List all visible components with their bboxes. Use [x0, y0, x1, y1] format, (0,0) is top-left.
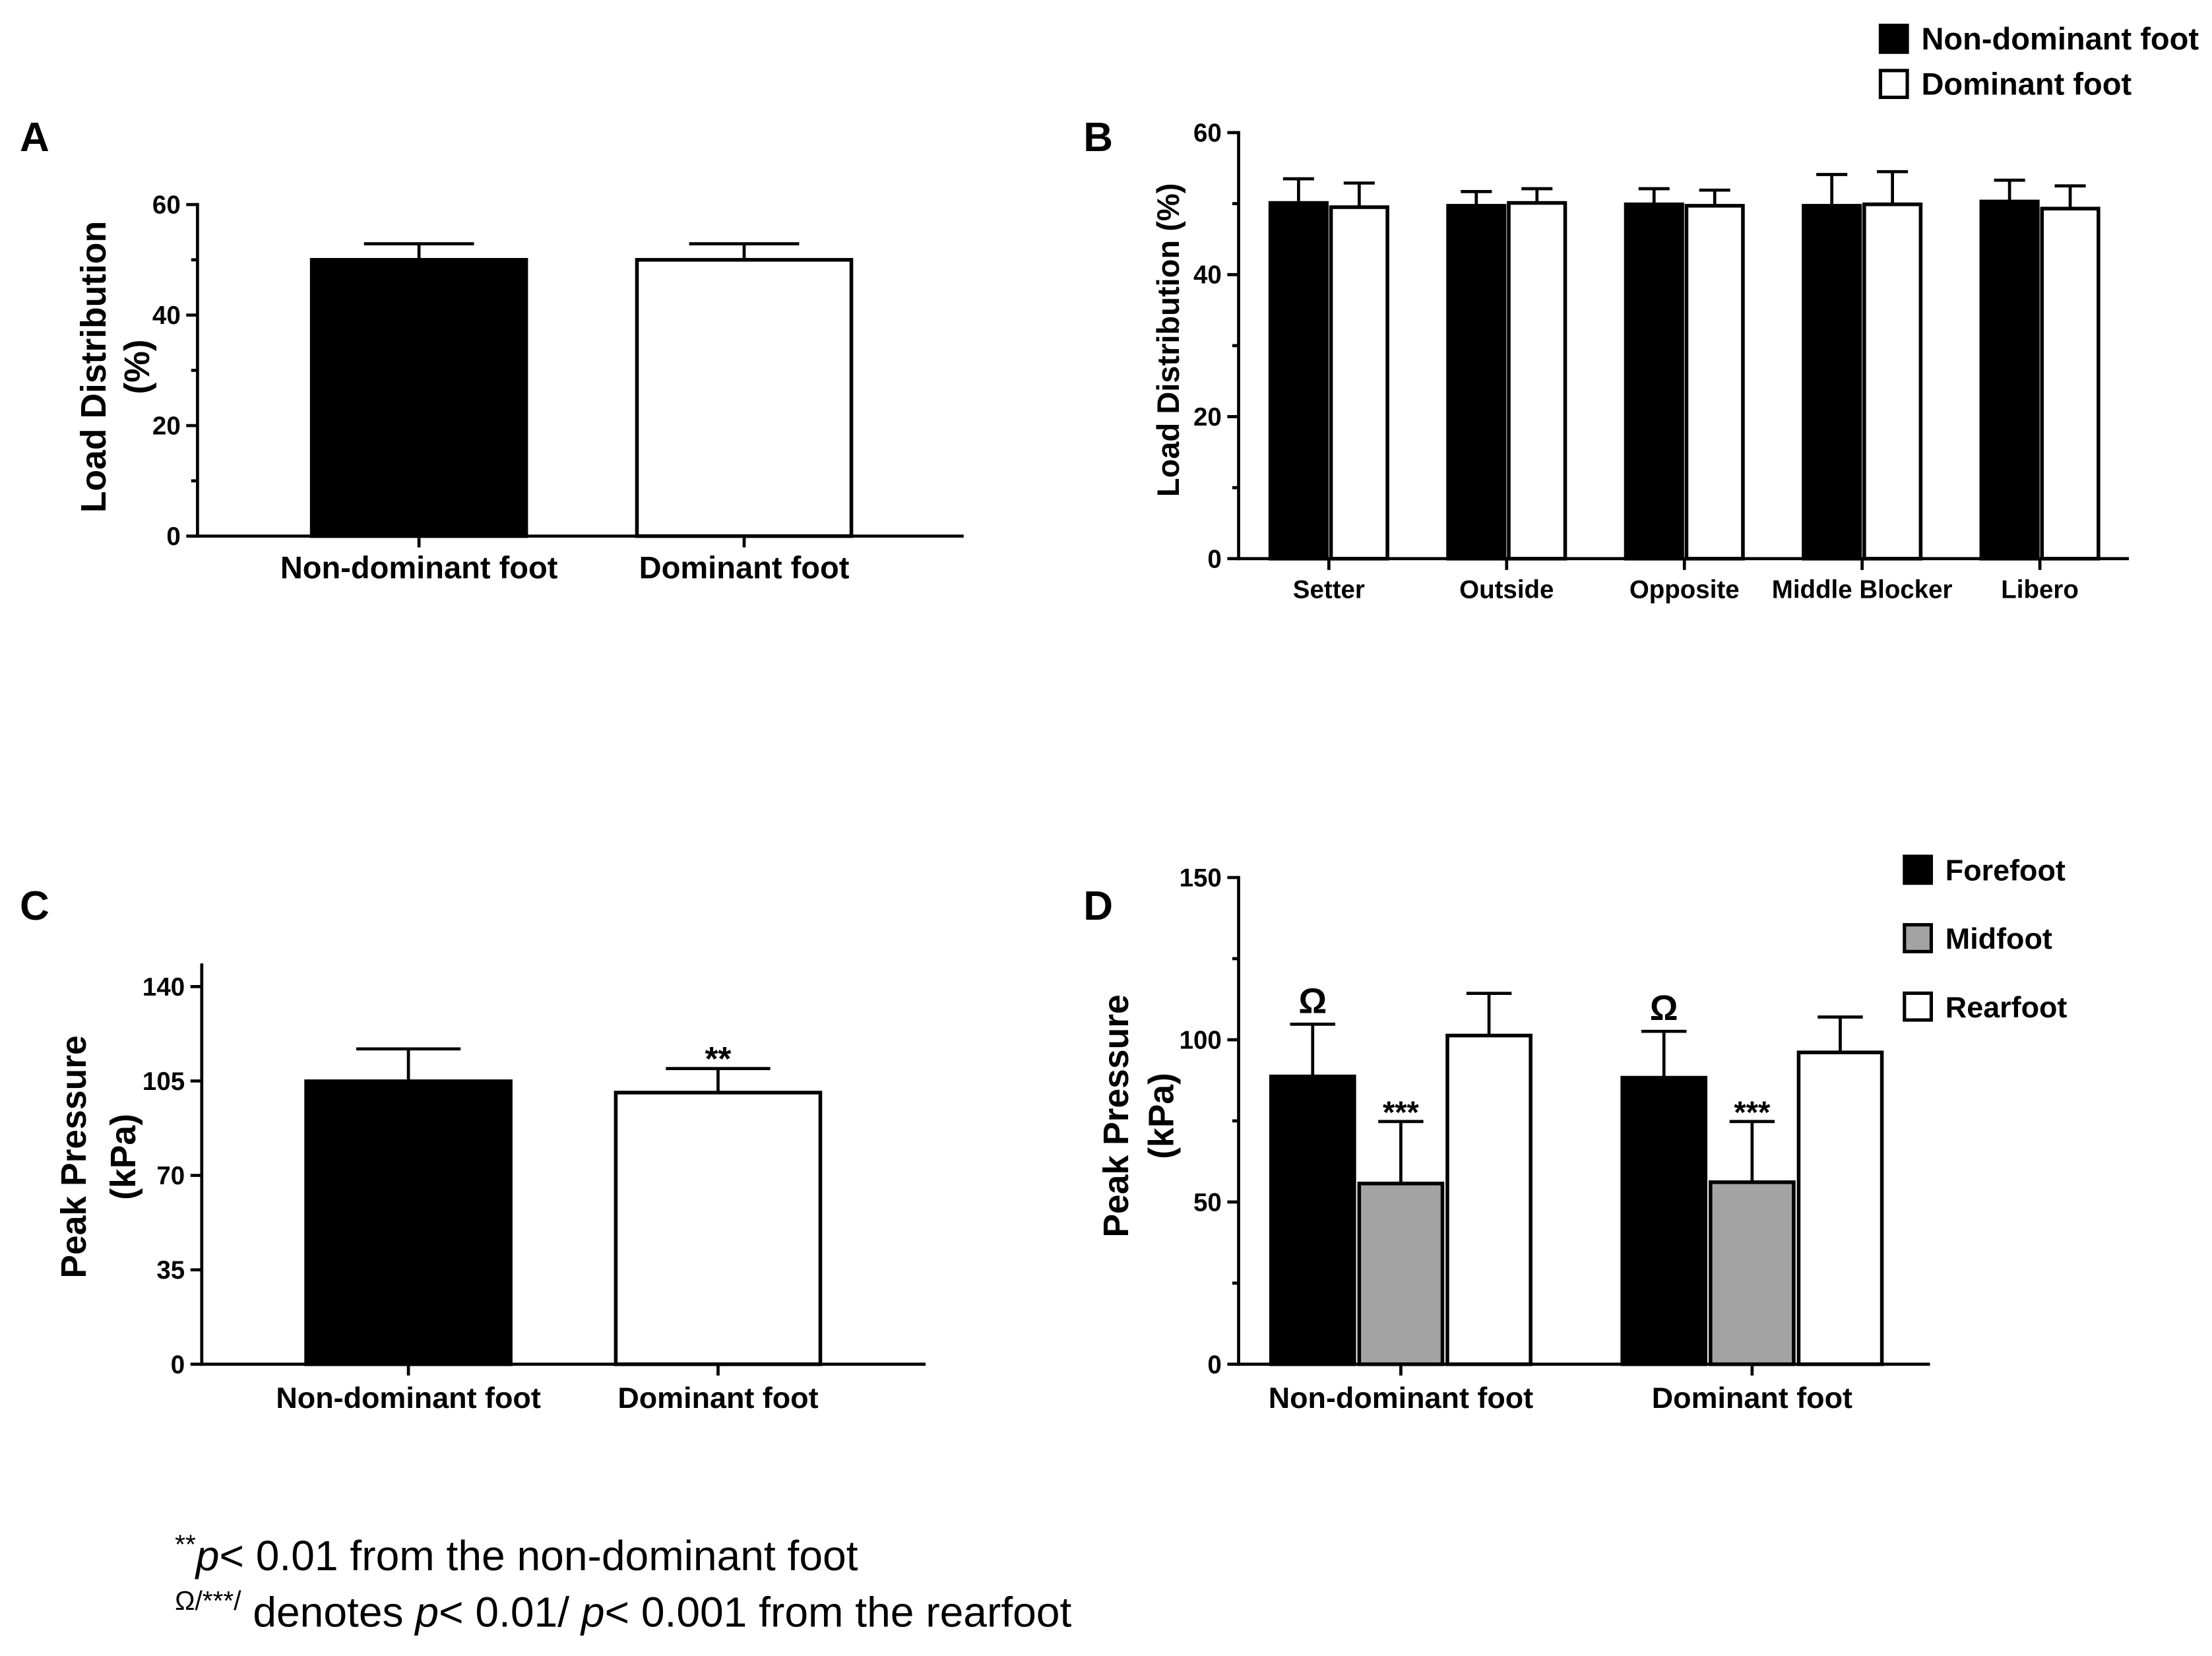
- panel-d-legend-swatch-rearfoot: [1905, 993, 1932, 1020]
- footnote-2-text-threshold: < 0.01/: [439, 1589, 581, 1636]
- panel-d-bar-dominant-foot-forefoot: [1622, 1078, 1705, 1364]
- footnote-2: Ω/***/ denotes p< 0.01/ p< 0.001 from th…: [175, 1585, 1071, 1636]
- panel-d-y-tick-label: 0: [1207, 1351, 1221, 1379]
- panel-c-y-axis-label: (kPa): [104, 1114, 143, 1200]
- panel-d-y-axis-label: (kPa): [1143, 1073, 1182, 1159]
- panel-b-bar-outside-dominant-foot: [1509, 203, 1565, 559]
- panel-d-legend-label-rearfoot: Rearfoot: [1945, 990, 2068, 1024]
- panel-d-bar-non-dominant-foot-forefoot: [1271, 1077, 1354, 1364]
- panel-c-bar-non-dominant-foot: [306, 1081, 511, 1364]
- panel-b-legend-label-non-dominant-foot: Non-dominant foot: [1921, 21, 2199, 56]
- panel-b-legend-swatch-dominant-foot: [1880, 71, 1907, 98]
- panel-b-bar-opposite-dominant-foot: [1686, 206, 1743, 559]
- panel-c-label: C: [20, 883, 49, 929]
- panel-b-bar-middle-blocker-non-dominant-foot: [1804, 206, 1860, 559]
- footnote-1-superscript: **: [175, 1529, 196, 1559]
- panel-d-legend-label-midfoot: Midfoot: [1945, 922, 2052, 955]
- panel-d-significance-marker: Ω: [1298, 982, 1327, 1021]
- panel-d-legend-swatch-midfoot: [1905, 925, 1932, 952]
- panel-c-y-tick-label: 35: [156, 1256, 185, 1285]
- panel-a-label: A: [20, 115, 49, 160]
- panel-a-y-tick-label: 20: [152, 412, 181, 441]
- panel-b-category-label-setter: Setter: [1293, 576, 1365, 604]
- panel-d-label: D: [1083, 883, 1113, 929]
- panel-a-category-label-non-dominant-foot: Non-dominant foot: [280, 550, 558, 585]
- panel-c-y-tick-label: 0: [171, 1351, 185, 1379]
- panel-c-y-tick-label: 140: [142, 973, 185, 1002]
- panel-c-category-label-non-dominant-foot: Non-dominant foot: [276, 1381, 540, 1415]
- panel-c-category-label-dominant-foot: Dominant foot: [617, 1381, 818, 1415]
- panel-b-y-tick-label: 60: [1193, 119, 1222, 147]
- panel-a-y-tick-label: 40: [152, 302, 181, 330]
- panel-b-y-tick-label: 40: [1193, 261, 1222, 290]
- footnote-2-superscript: Ω/***/: [175, 1585, 241, 1616]
- panel-b-bar-opposite-non-dominant-foot: [1626, 205, 1682, 559]
- panel-a-y-axis-label: (%): [118, 339, 157, 394]
- panel-b-bar-setter-non-dominant-foot: [1271, 203, 1327, 559]
- panel-a-category-label-dominant-foot: Dominant foot: [639, 550, 850, 585]
- panel-b-category-label-libero: Libero: [2001, 576, 2079, 604]
- panel-d-y-tick-label: 50: [1193, 1188, 1222, 1217]
- panel-a-bar-non-dominant-foot: [312, 260, 526, 536]
- panel-b-bar-setter-dominant-foot: [1331, 207, 1388, 559]
- panel-d-legend-label-forefoot: Forefoot: [1945, 853, 2066, 887]
- panel-d-y-tick-label: 150: [1180, 864, 1222, 893]
- footnote-1-text: < 0.01 from the non-dominant foot: [219, 1532, 858, 1579]
- footnote-2-text-rearfoot: < 0.001 from the rearfoot: [605, 1589, 1072, 1636]
- footnote-1-p-value-symbol: p: [195, 1532, 220, 1579]
- panel-b-category-label-middle-blocker: Middle Blocker: [1772, 576, 1953, 604]
- panel-b-legend-swatch-non-dominant-foot: [1880, 25, 1907, 52]
- panel-b-y-tick-label: 0: [1207, 545, 1221, 573]
- panel-a-bar-dominant-foot: [637, 260, 851, 536]
- panel-d-category-label-dominant-foot: Dominant foot: [1652, 1381, 1852, 1415]
- panel-d-bar-dominant-foot-rearfoot: [1798, 1052, 1881, 1364]
- panel-a-y-tick-label: 0: [166, 523, 180, 551]
- panel-d-bar-non-dominant-foot-midfoot: [1359, 1184, 1442, 1364]
- panel-b-bar-outside-non-dominant-foot: [1448, 206, 1505, 559]
- panel-c-y-axis-label: Peak Pressure: [55, 1035, 94, 1278]
- panel-d-category-label-non-dominant-foot: Non-dominant foot: [1269, 1381, 1533, 1415]
- footnote-2-p-value-symbol-2: p: [580, 1589, 605, 1636]
- panel-b-category-label-outside: Outside: [1459, 576, 1554, 604]
- panel-c-y-tick-label: 70: [156, 1162, 185, 1190]
- panel-b-bar-libero-non-dominant-foot: [1981, 201, 2038, 558]
- panel-b-label: B: [1083, 115, 1113, 160]
- footnote-2-p-value-symbol: p: [414, 1589, 439, 1636]
- panel-c-bar-dominant-foot: [616, 1093, 820, 1364]
- panel-d-significance-marker: Ω: [1650, 989, 1678, 1028]
- panel-c-significance-marker: **: [705, 1040, 731, 1077]
- footnote-1: **p< 0.01 from the non-dominant foot: [175, 1529, 858, 1579]
- panel-d-legend-swatch-forefoot: [1905, 856, 1932, 883]
- panel-d-legend: Forefoot Midfoot Rearfoot: [1905, 853, 2068, 1023]
- panel-b-category-label-opposite: Opposite: [1629, 576, 1740, 604]
- panel-c-y-tick-label: 105: [142, 1067, 185, 1096]
- panel-b-y-tick-label: 20: [1193, 403, 1222, 431]
- panel-d-significance-marker: ***: [1734, 1095, 1771, 1130]
- panel-b-bar-libero-dominant-foot: [2042, 208, 2099, 559]
- panel-b-y-axis-label: Load Distribution (%): [1151, 183, 1185, 497]
- panel-d-y-axis-label: Peak Pressure: [1097, 994, 1136, 1237]
- panel-a-y-axis-label: Load Distribution: [75, 221, 113, 513]
- panel-d-y-tick-label: 100: [1180, 1026, 1222, 1054]
- panel-a-y-tick-label: 60: [152, 191, 181, 220]
- footnote-2-text-denotes: denotes: [241, 1589, 416, 1636]
- panel-b-bar-middle-blocker-dominant-foot: [1864, 205, 1921, 559]
- panel-b-legend-label-dominant-foot: Dominant foot: [1921, 66, 2132, 101]
- figure: A Load Distribution (%) Non-dominant foot Do…: [0, 0, 2212, 1656]
- panel-d-bar-dominant-foot-midfoot: [1711, 1182, 1794, 1364]
- panel-d-bar-non-dominant-foot-rearfoot: [1447, 1036, 1531, 1364]
- panel-d-significance-marker: ***: [1383, 1095, 1420, 1130]
